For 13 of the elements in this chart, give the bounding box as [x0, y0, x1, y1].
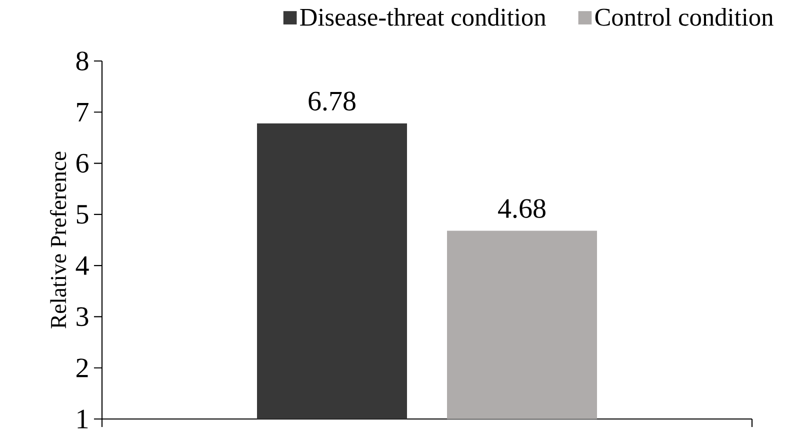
y-tick-label: 5: [76, 205, 88, 224]
legend-label: Disease-threat condition: [300, 8, 546, 26]
y-tick-label: 8: [76, 52, 88, 70]
y-tick-label: 6: [76, 154, 88, 173]
data-label: 6.78: [308, 92, 356, 111]
y-tick-label: 3: [76, 307, 88, 326]
data-label: 4.68: [498, 199, 546, 218]
y-tick-label: 4: [76, 256, 89, 275]
legend-label: Control condition: [595, 8, 774, 26]
y-tick-label: 1: [78, 410, 88, 428]
y-tick-label: 7: [77, 102, 88, 122]
y-tick-label: 2: [76, 358, 88, 378]
y-axis-title: Relative Preference: [50, 152, 66, 328]
